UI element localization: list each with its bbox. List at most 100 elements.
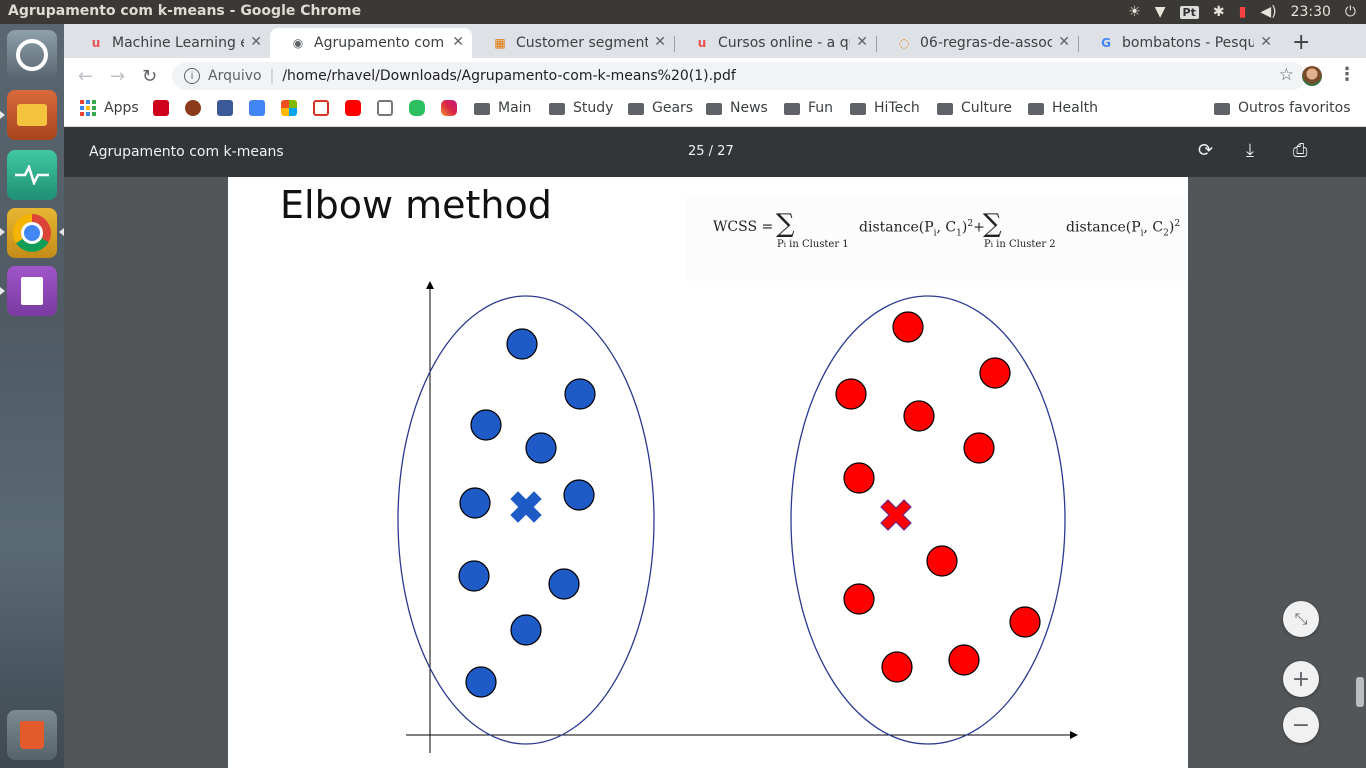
fit-to-page-button[interactable]: ⤡ — [1283, 601, 1319, 637]
bookmark-favicon-ball[interactable] — [185, 100, 209, 116]
bookmark-label: Apps — [104, 100, 139, 116]
rotate-icon[interactable]: ⟳ — [1198, 140, 1214, 161]
udemy-icon: u — [91, 36, 101, 50]
google-icon: G — [1101, 36, 1111, 50]
term-square: 2 — [967, 219, 974, 229]
data-point — [548, 568, 580, 600]
bookmark-folder-other[interactable]: Outros favoritos — [1214, 100, 1351, 116]
bookmark-apps[interactable]: Apps — [80, 100, 139, 116]
close-tab-icon[interactable]: ✕ — [654, 34, 666, 50]
folder-icon — [784, 103, 800, 115]
profile-avatar[interactable] — [1302, 66, 1322, 86]
bookmark-favicon-youtube[interactable] — [345, 100, 369, 116]
brightness-icon[interactable]: ☀ — [1128, 4, 1141, 20]
pdf-scrollbar[interactable] — [1356, 677, 1364, 707]
download-icon[interactable]: ⤓ — [1246, 140, 1254, 161]
text-editor-icon[interactable] — [7, 266, 57, 316]
bluetooth-icon[interactable]: ✱ — [1212, 4, 1225, 20]
forward-button[interactable]: → — [110, 66, 126, 87]
tab-regras-de-associa[interactable]: ◌ 06-regras-de-associa ✕ — [876, 28, 1079, 58]
term-sub-1: 1 — [956, 228, 962, 239]
bookmark-folder-health[interactable]: Health — [1028, 100, 1098, 116]
close-tab-icon[interactable]: ✕ — [250, 34, 262, 50]
centroid-1-marker — [510, 491, 542, 523]
book-icon — [377, 100, 393, 116]
sub-p: P — [984, 239, 991, 250]
active-indicator — [59, 228, 64, 236]
chrome-window: u Machine Learning e ✕ ◉ Agrupamento com… — [64, 24, 1366, 768]
ubuntu-dash-icon[interactable] — [7, 30, 57, 80]
bookmark-label: News — [730, 100, 768, 116]
omnibox[interactable]: i Arquivo | /home/rhavel/Downloads/Agrup… — [172, 62, 1306, 90]
bookmark-favicon-translate[interactable] — [249, 100, 273, 116]
close-tab-icon[interactable]: ✕ — [1260, 34, 1272, 50]
battery-icon[interactable]: ▮ — [1238, 4, 1247, 20]
bookmark-favicon-instagram[interactable] — [441, 100, 465, 116]
data-point — [1009, 606, 1041, 638]
chrome-icon[interactable] — [7, 208, 57, 258]
bookmark-favicon-r[interactable] — [153, 100, 177, 116]
bookmark-favicon-evernote[interactable] — [409, 100, 433, 116]
data-point — [903, 400, 935, 432]
bookmark-favicon-gmail[interactable] — [313, 100, 337, 116]
bookmark-folder-culture[interactable]: Culture — [937, 100, 1012, 116]
zoom-in-button[interactable]: + — [1283, 661, 1319, 697]
pdf-page: Elbow method WCSS = ∑ Pi in Cluster 1 di… — [228, 177, 1188, 768]
data-point — [835, 378, 867, 410]
close-tab-icon[interactable]: ✕ — [452, 34, 464, 50]
close-tab-icon[interactable]: ✕ — [1058, 34, 1070, 50]
tab-separator — [1078, 36, 1079, 52]
bookmark-folder-fun[interactable]: Fun — [784, 100, 833, 116]
info-icon[interactable]: i — [184, 68, 200, 84]
bookmark-favicon-book[interactable] — [377, 100, 401, 116]
folder-icon — [628, 103, 644, 115]
zoom-out-button[interactable]: − — [1283, 707, 1319, 743]
bookmark-star-icon[interactable]: ☆ — [1278, 65, 1294, 85]
bookmark-folder-hitech[interactable]: HiTech — [850, 100, 920, 116]
data-point — [892, 311, 924, 343]
bookmark-folder-gears[interactable]: Gears — [628, 100, 693, 116]
bookmark-favicon-facebook[interactable] — [217, 100, 241, 116]
volume-icon[interactable]: ◀) — [1260, 4, 1277, 20]
term-close: ) — [1168, 219, 1175, 236]
sub-cluster2: in Cluster 2 — [992, 239, 1056, 250]
cluster-diagram — [397, 281, 1078, 753]
tab-customer-segmenta[interactable]: ▦ Customer segmenta ✕ — [472, 28, 675, 58]
term-distance: distance(P — [1066, 219, 1141, 236]
clock[interactable]: 23:30 — [1290, 4, 1331, 20]
data-point — [881, 651, 913, 683]
chrome-menu-icon[interactable]: ⋮ — [1338, 64, 1356, 85]
cluster-2-ellipse — [790, 295, 1066, 745]
keyboard-layout-indicator[interactable]: Pt — [1179, 5, 1199, 19]
tab-bombatons[interactable]: G bombatons - Pesqui ✕ — [1078, 28, 1280, 58]
url-text[interactable]: /home/rhavel/Downloads/Agrupamento-com-k… — [282, 68, 736, 84]
tab-agrupamento[interactable]: ◉ Agrupamento com k ✕ — [270, 28, 472, 58]
reload-button[interactable]: ↻ — [142, 66, 158, 87]
print-icon[interactable]: ⎙ — [1293, 140, 1308, 161]
bookmark-folder-study[interactable]: Study — [549, 100, 613, 116]
bookmark-favicon-microsoft[interactable] — [281, 100, 305, 116]
bookmark-folder-main[interactable]: Main — [474, 100, 531, 116]
wifi-icon[interactable]: ▼ — [1154, 4, 1166, 20]
tab-label: Customer segmenta — [516, 35, 648, 51]
power-icon[interactable]: ⏻ — [1344, 4, 1356, 20]
term-sub-i: i — [1140, 228, 1144, 239]
close-tab-icon[interactable]: ✕ — [856, 34, 868, 50]
pdf-viewer[interactable]: Elbow method WCSS = ∑ Pi in Cluster 1 di… — [64, 177, 1366, 768]
bookmark-folder-news[interactable]: News — [706, 100, 768, 116]
tab-cursos-online[interactable]: u Cursos online - a qu ✕ — [674, 28, 877, 58]
data-point — [563, 479, 595, 511]
evernote-icon — [409, 100, 425, 116]
trash-icon[interactable] — [7, 710, 57, 760]
new-tab-button[interactable]: + — [1292, 30, 1311, 55]
centroid-2-marker — [880, 499, 912, 531]
term-comma-c: , C — [936, 219, 957, 236]
translate-icon — [249, 100, 265, 116]
files-icon[interactable] — [7, 90, 57, 140]
back-button[interactable]: ← — [78, 66, 94, 87]
folder-icon — [1028, 103, 1044, 115]
system-monitor-icon[interactable] — [7, 150, 57, 200]
tab-machine-learning[interactable]: u Machine Learning e ✕ — [68, 28, 271, 58]
folder-icon — [937, 103, 953, 115]
folder-icon — [474, 103, 490, 115]
